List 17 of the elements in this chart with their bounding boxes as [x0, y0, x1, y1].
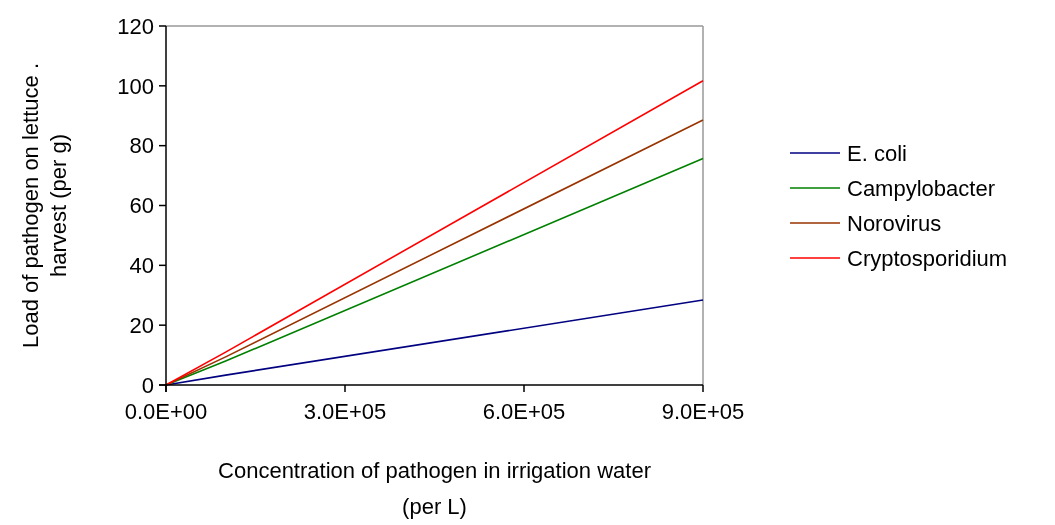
legend-label: Cryptosporidium: [847, 245, 1008, 271]
x-tick-label: 3.0E+05: [303, 399, 387, 424]
legend-label: E. coli: [847, 140, 907, 166]
y-tick-label: 100: [117, 73, 154, 99]
y-axis-title: Load of pathogen on lettuce . harvest (per g): [18, 62, 71, 349]
y-tick-label: 60: [129, 193, 154, 219]
x-tick-label: 6.0E+05: [482, 399, 566, 424]
legend-label: Campylobacter: [847, 175, 995, 201]
x-axis-title: Concentration of pathogen in irrigation water (per L): [218, 458, 651, 519]
y-tick-label: 40: [129, 253, 154, 279]
y-tick-label: 80: [129, 133, 154, 159]
y-tick-label: 20: [129, 312, 154, 338]
x-tick-label: 0.0E+00: [124, 399, 208, 424]
y-tick-label: 0: [141, 372, 154, 398]
legend-label: Norovirus: [847, 210, 942, 236]
y-tick-label: 120: [117, 13, 154, 39]
x-tick-label: 9.0E+05: [661, 399, 745, 424]
